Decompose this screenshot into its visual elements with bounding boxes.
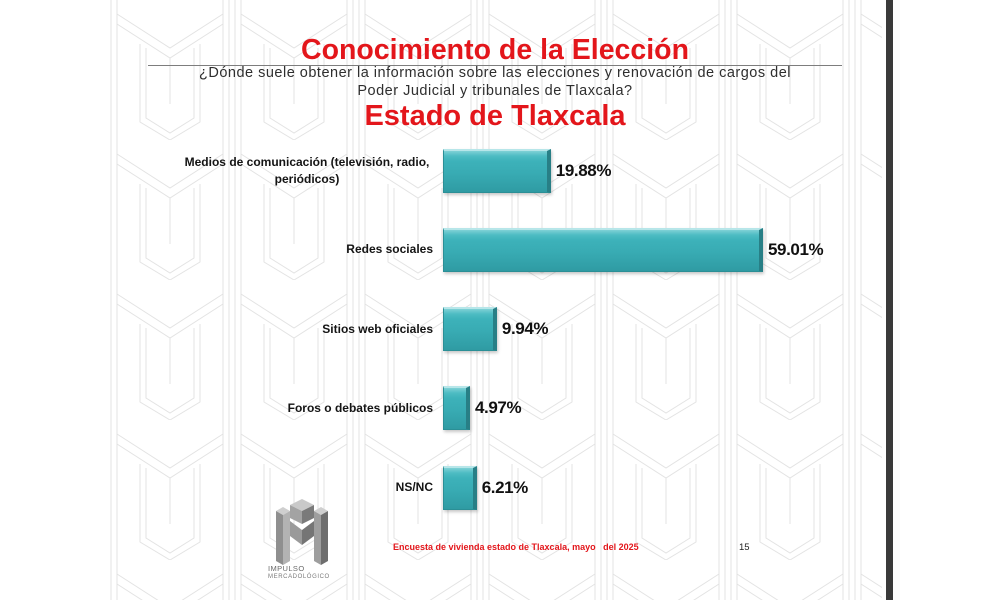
viewer-edge	[886, 0, 893, 600]
data-label-nsnc: 6.21%	[481, 477, 529, 497]
survey-source-footer: Encuesta de vivienda estado de Tlaxcala,…	[393, 542, 639, 552]
page-number: 15	[739, 542, 750, 553]
category-cell: Sitios web oficiales	[181, 321, 433, 338]
category-cell: NS/NC	[181, 479, 433, 496]
category-label-redes: Redes sociales	[346, 242, 433, 257]
data-label-medios: 19.88%	[555, 160, 612, 180]
data-label-foros: 4.97%	[475, 398, 522, 418]
chart-row-redes: Redes sociales 59.01%	[181, 210, 871, 289]
chart-row-medios: Medios de comunicación (televisión, radi…	[181, 131, 871, 210]
bar-chart: Medios de comunicación (televisión, radi…	[181, 131, 871, 527]
logo-tagline: MERCADOLÓGICO	[268, 574, 330, 580]
impulso-m-logo-icon	[276, 499, 328, 565]
category-label-foros: Foros o debates públicos	[287, 400, 433, 415]
category-cell: Medios de comunicación (televisión, radi…	[181, 154, 433, 188]
category-cell: Redes sociales	[181, 241, 433, 258]
chart-row-sitios: Sitios web oficiales 9.94%	[181, 290, 871, 369]
bar-nsnc	[443, 465, 477, 510]
bar-redes	[443, 227, 763, 272]
chart-row-nsnc: NS/NC 6.21%	[181, 448, 871, 527]
data-label-redes: 59.01%	[768, 239, 824, 259]
title-divider	[148, 65, 842, 66]
category-label-nsnc: NS/NC	[395, 480, 433, 495]
category-label-sitios: Sitios web oficiales	[322, 321, 433, 336]
bar-medios	[443, 148, 551, 193]
category-label-medios: Medios de comunicación (televisión, radi…	[184, 154, 430, 186]
logo-name: IMPULSO	[268, 564, 305, 573]
survey-question: ¿Dónde suele obtener la información sobr…	[130, 64, 860, 100]
data-label-sitios: 9.94%	[501, 319, 549, 339]
category-cell: Foros o debates públicos	[181, 400, 433, 417]
bar-foros	[443, 386, 470, 431]
survey-question-line-2: Poder Judicial y tribunales de Tlaxcala?	[357, 83, 633, 99]
survey-question-line-1: ¿Dónde suele obtener la información sobr…	[198, 65, 791, 81]
chart-row-foros: Foros o debates públicos 4.97%	[181, 369, 871, 448]
company-logo: IMPULSO MERCADOLÓGICO	[266, 497, 336, 589]
chart-title: Estado de Tlaxcala	[364, 100, 626, 132]
bar-sitios	[443, 307, 497, 352]
slide-title: Conocimiento de la Elección	[301, 34, 689, 66]
